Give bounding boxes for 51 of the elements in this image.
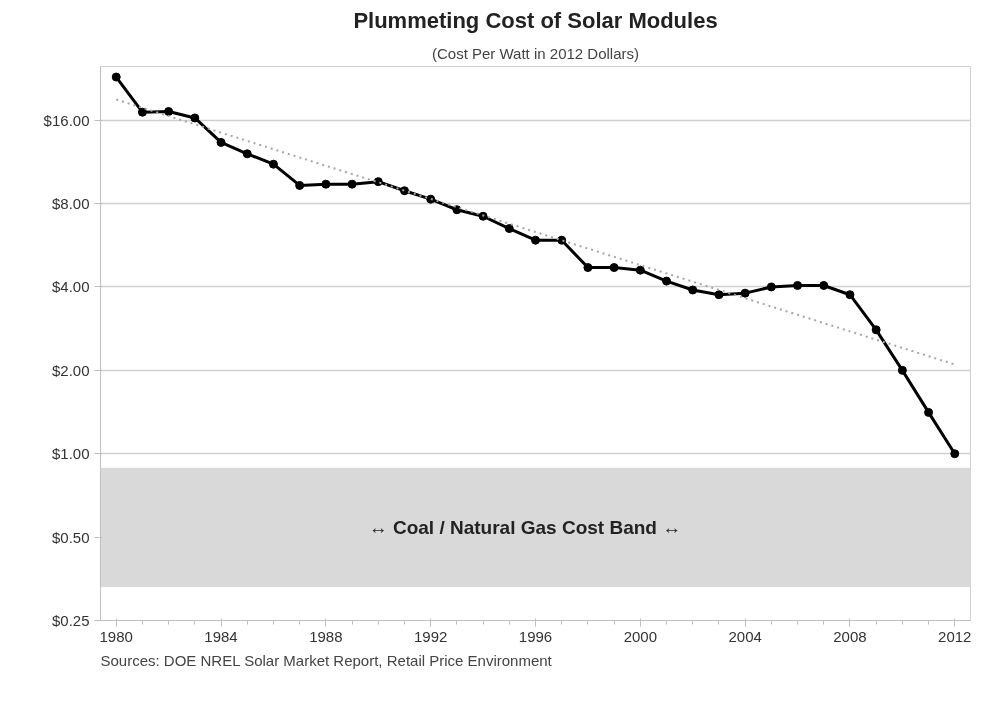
point — [295, 180, 305, 190]
y-tick-label: $8.00 — [51, 195, 90, 213]
y-tick-label: $0.25 — [51, 612, 90, 629]
point — [688, 285, 698, 295]
point — [609, 263, 619, 273]
x-tick-label: 1992 — [414, 627, 448, 645]
point — [714, 290, 724, 300]
band-label: ↔ Coal / Natural Gas Cost Band ↔ — [368, 516, 682, 538]
point — [897, 365, 907, 375]
point — [662, 276, 672, 286]
x-tick-label: 2004 — [728, 627, 762, 645]
point — [347, 179, 357, 189]
point — [164, 107, 174, 116]
point — [190, 113, 200, 123]
y-tick-label: $4.00 — [51, 278, 90, 296]
x-tick-label: 1984 — [204, 627, 238, 645]
x-tick-label: 1988 — [309, 627, 343, 645]
point — [504, 224, 514, 234]
point — [268, 159, 278, 169]
point — [478, 211, 488, 221]
x-tick-label: 2012 — [938, 627, 972, 645]
point — [583, 263, 593, 273]
point — [924, 407, 934, 417]
point — [426, 194, 436, 204]
y-tick-label: $0.50 — [51, 528, 90, 546]
point — [452, 205, 462, 215]
point — [871, 325, 881, 335]
point — [111, 72, 121, 82]
y-tick-label: $16.00 — [43, 111, 90, 129]
point — [531, 235, 540, 245]
point — [216, 137, 226, 147]
point — [242, 149, 252, 159]
point — [635, 265, 645, 275]
point — [740, 288, 750, 298]
source-note: Sources: DOE NREL Solar Market Report, Retail Price Environment — [100, 651, 553, 669]
point — [321, 179, 331, 189]
y-tick-label: $2.00 — [51, 361, 90, 379]
point — [399, 186, 409, 196]
chart-subtitle: (Cost Per Watt in 2012 Dollars) — [431, 44, 640, 62]
y-tick-label: $1.00 — [51, 445, 90, 463]
point — [137, 107, 147, 117]
point — [766, 282, 776, 292]
point — [845, 290, 855, 300]
point — [819, 280, 829, 290]
point — [950, 449, 960, 459]
x-tick-label: 2008 — [833, 627, 867, 645]
point — [793, 280, 803, 290]
chart-title: Plummeting Cost of Solar Modules — [353, 7, 718, 33]
x-tick-label: 2000 — [623, 627, 658, 645]
x-tick-label: 1996 — [518, 627, 553, 645]
x-tick-label: 1980 — [99, 627, 133, 645]
